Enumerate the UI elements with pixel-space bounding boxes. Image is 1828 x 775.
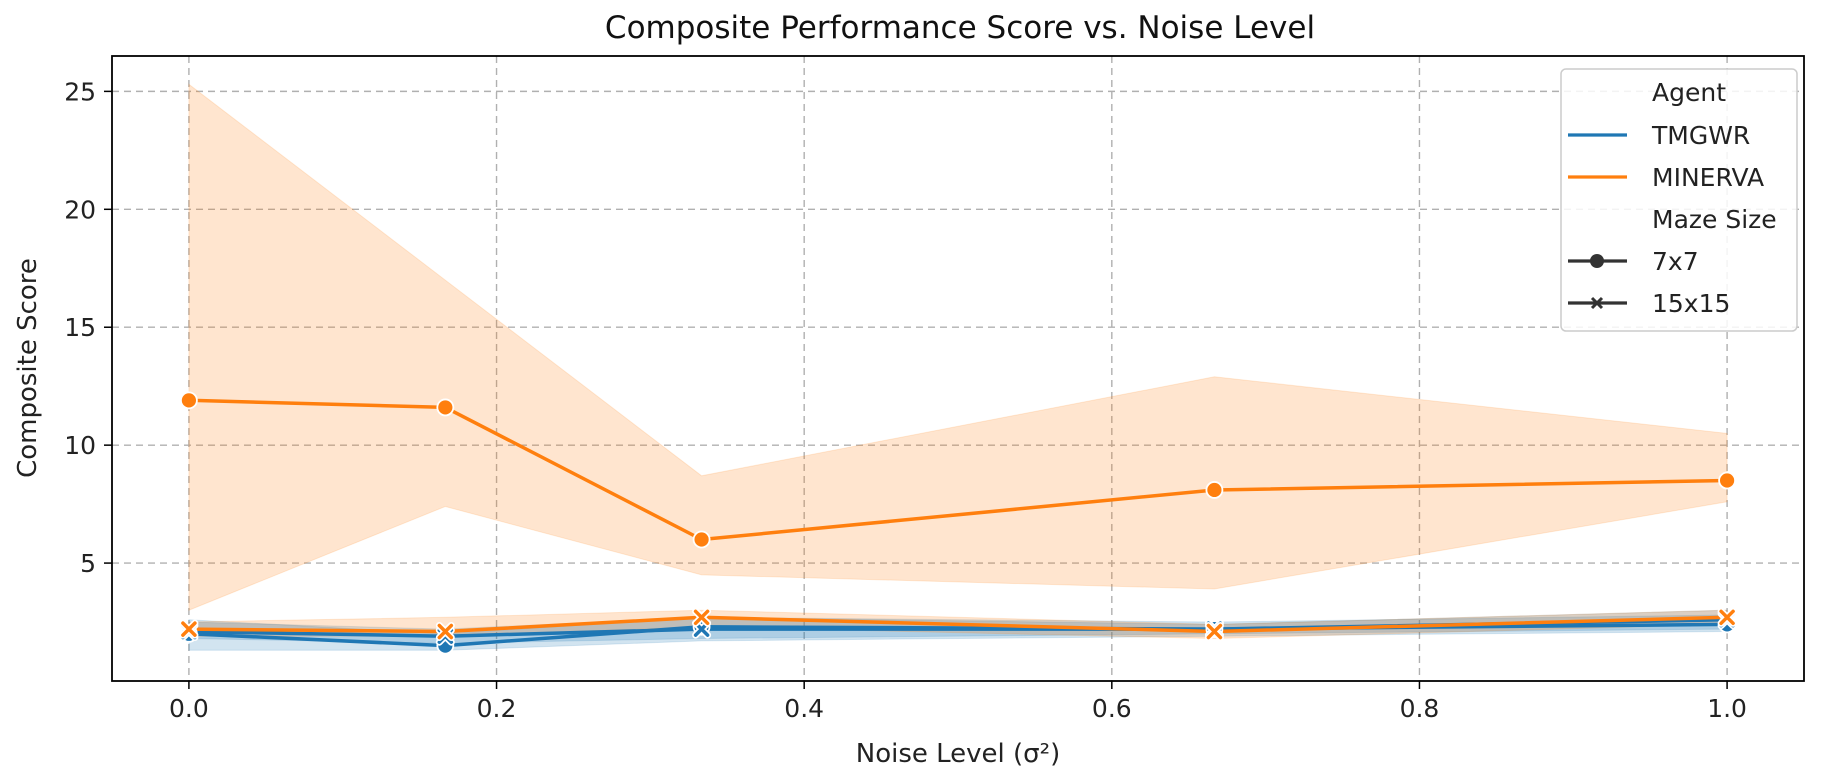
markers: [179, 391, 1737, 655]
x-tick-label: 0.0: [169, 694, 209, 723]
chart-title: Composite Performance Score vs. Noise Le…: [605, 10, 1315, 46]
legend-marker-circle-icon: [1590, 254, 1604, 268]
point-minerva-15x15: [179, 619, 199, 639]
legend-style-title: Maze Size: [1652, 205, 1777, 234]
point-minerva-15x15: [1717, 607, 1737, 627]
point-minerva-7x7: [1205, 481, 1224, 499]
plot-frame: [111, 55, 1805, 682]
x-tick-label: 1.0: [1707, 694, 1747, 723]
legend-label-minerva: MINERVA: [1652, 163, 1764, 192]
legend-label-tmgwr: TMGWR: [1651, 121, 1750, 150]
x-axis-label: Noise Level (σ²): [856, 739, 1060, 769]
x-ticks: 0.0 0.2 0.4 0.6 0.8 1.0: [169, 681, 1747, 723]
legend-hue-title: Agent: [1652, 78, 1726, 107]
x-tick-label: 0.8: [1400, 694, 1440, 723]
bands: [188, 83, 1728, 651]
legend-label-15x15: 15x15: [1652, 289, 1730, 318]
y-tick-label: 5: [80, 549, 96, 578]
legend-label-7x7: 7x7: [1652, 247, 1699, 276]
y-tick-label: 10: [64, 431, 96, 460]
y-ticks: 5 10 15 20 25: [64, 77, 112, 578]
x-tick-label: 0.6: [1092, 694, 1132, 723]
y-tick-label: 15: [64, 313, 96, 342]
point-minerva-15x15: [1204, 621, 1224, 641]
y-axis-label: Composite Score: [13, 258, 43, 478]
y-tick-label: 25: [64, 77, 96, 106]
legend-marker-x-icon: [1590, 296, 1604, 310]
point-minerva-15x15: [692, 607, 712, 627]
point-minerva-7x7: [180, 391, 198, 410]
point-minerva-15x15: [435, 621, 455, 641]
legend: Agent TMGWR MINERVA Maze Size 7x7 15x15: [1560, 68, 1798, 332]
point-minerva-7x7: [436, 398, 455, 417]
x-tick-label: 0.4: [784, 694, 824, 723]
y-tick-label: 20: [64, 195, 96, 224]
band-minerva-7x7: [188, 83, 1728, 611]
x-tick-label: 0.2: [477, 694, 517, 723]
point-minerva-7x7: [1718, 471, 1736, 490]
grid: [112, 56, 1804, 681]
point-minerva-7x7: [692, 530, 711, 549]
